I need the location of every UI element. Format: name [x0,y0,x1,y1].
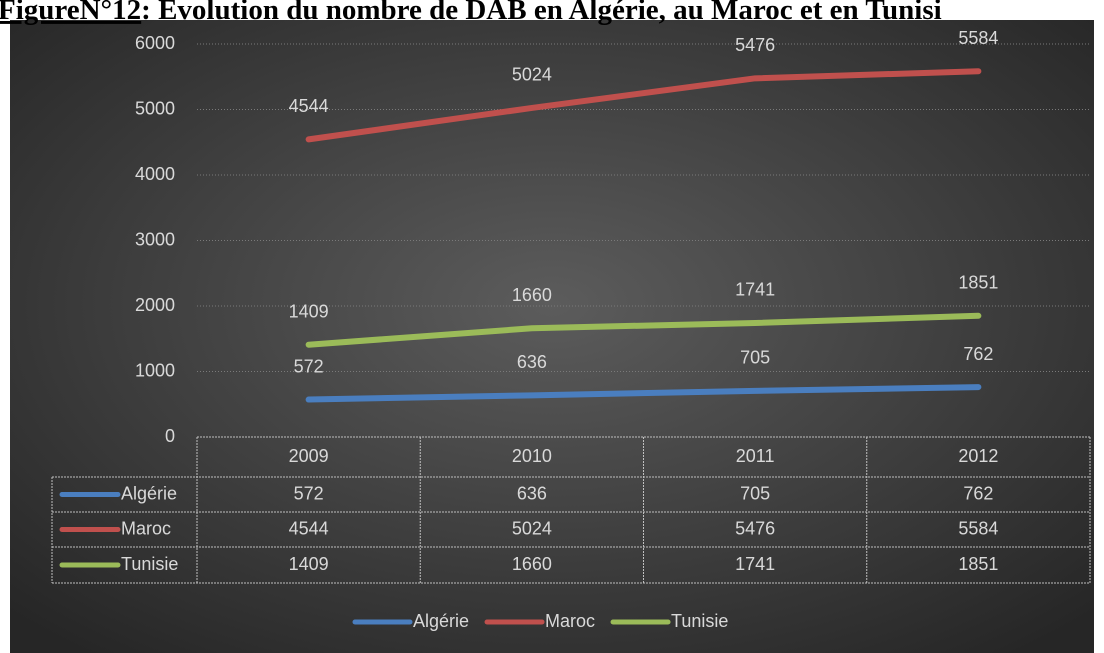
table-cell: 5476 [735,518,775,538]
data-label: 1851 [958,273,998,293]
data-label: 636 [517,352,547,372]
legend-label: Algérie [413,611,469,631]
row-label: Maroc [121,518,171,538]
y-tick-label: 1000 [135,360,175,380]
figure-label: FigureN°12 [0,0,141,26]
data-label: 762 [963,344,993,364]
table-cell: 762 [963,483,993,503]
table-cell: 1851 [958,554,998,574]
x-tick-label: 2010 [512,446,552,466]
data-label: 5476 [735,35,775,55]
data-label: 572 [294,356,324,376]
row-label: Tunisie [121,554,178,574]
y-tick-label: 2000 [135,295,175,315]
legend-label: Maroc [545,611,595,631]
y-tick-label: 5000 [135,98,175,118]
row-label: Algérie [121,483,177,503]
table-cell: 4544 [289,518,329,538]
data-label: 1409 [289,301,329,321]
y-tick-label: 3000 [135,229,175,249]
table-cell: 1409 [289,554,329,574]
table-cell: 636 [517,483,547,503]
x-tick-label: 2009 [289,446,329,466]
table-cell: 5584 [958,518,998,538]
y-tick-label: 4000 [135,164,175,184]
data-label: 5024 [512,65,552,85]
legend-label: Tunisie [671,611,728,631]
data-label: 1660 [512,285,552,305]
table-cell: 5024 [512,518,552,538]
title-text: : Evolution du nombre de DAB en Algérie,… [141,0,942,26]
x-tick-label: 2012 [958,446,998,466]
chart-title: FigureN°12: Evolution du nombre de DAB e… [0,0,942,26]
data-label: 5584 [958,28,998,48]
y-tick-label: 6000 [135,33,175,53]
data-label: 1741 [735,280,775,300]
table-cell: 572 [294,483,324,503]
series-line [305,384,982,403]
table-cell: 705 [740,483,770,503]
data-label: 705 [740,348,770,368]
y-tick-label: 0 [165,426,175,446]
x-tick-label: 2011 [736,446,775,466]
series-line [305,312,982,348]
table-cell: 1660 [512,554,552,574]
series-line [305,68,982,143]
data-label: 4544 [289,96,329,116]
table-cell: 1741 [735,554,775,574]
